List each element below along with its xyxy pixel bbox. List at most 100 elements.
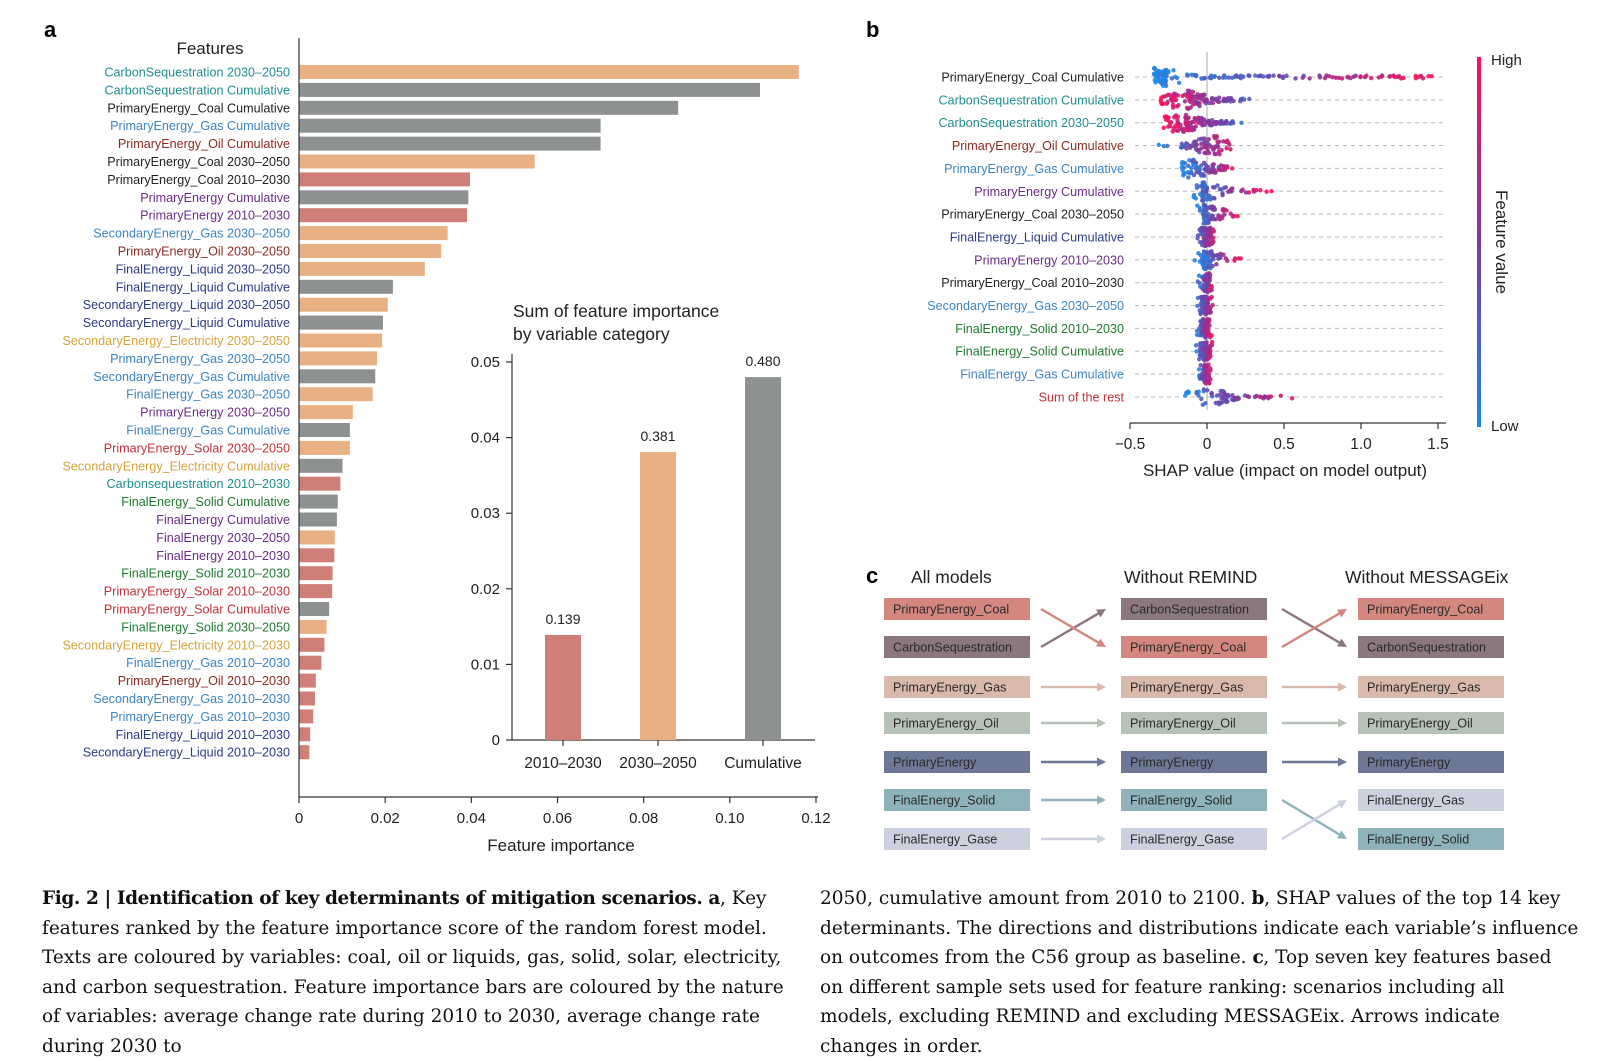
shap-point: [1193, 165, 1198, 171]
bar-label-2: PrimaryEnergy_Coal Cumulative: [107, 101, 290, 115]
shap-point: [1223, 256, 1229, 261]
b-feature-label-3: PrimaryEnergy_Oil Cumulative: [952, 139, 1124, 153]
shap-point: [1258, 73, 1263, 78]
shap-point: [1196, 147, 1201, 153]
shap-point: [1284, 73, 1289, 78]
shap-point: [1280, 75, 1286, 81]
shap-point: [1205, 298, 1211, 303]
shap-point: [1171, 68, 1176, 73]
shap-point: [1262, 394, 1268, 399]
shap-point: [1228, 211, 1233, 216]
b-feature-label-12: FinalEnergy_Solid Cumulative: [955, 345, 1124, 359]
shap-point: [1206, 319, 1211, 324]
inset-bar-0: [545, 634, 581, 740]
panel-b-letter: b: [866, 17, 879, 42]
bar-19: [299, 405, 353, 420]
shap-point: [1213, 144, 1218, 150]
shap-point: [1225, 392, 1231, 398]
caption-right-text1: 2050, cumulative amount from 2010 to 210…: [820, 888, 1252, 909]
shap-point: [1205, 140, 1210, 145]
b-points-4: [1179, 157, 1235, 180]
shap-point: [1238, 97, 1244, 102]
bar-label-23: Carbonsequestration 2010–2030: [107, 477, 290, 491]
caption-right-bold2: c: [1252, 947, 1264, 968]
shap-point: [1151, 71, 1157, 77]
shap-point: [1317, 73, 1322, 78]
shap-point: [1246, 190, 1252, 195]
bar-2: [299, 100, 679, 115]
shap-point: [1210, 100, 1215, 106]
c-box-0-4: [884, 751, 1030, 773]
shap-point: [1200, 119, 1205, 124]
shap-point: [1184, 390, 1189, 396]
shap-point: [1224, 208, 1229, 213]
c-arrow-2-row3-head: [1338, 718, 1347, 728]
b-points-14: [1183, 387, 1295, 407]
shap-point: [1239, 188, 1244, 194]
shap-point: [1333, 75, 1339, 80]
c-arrow-1-row3-head: [1097, 718, 1106, 728]
c-arrow-1-row4-head: [1097, 757, 1106, 767]
c-box-label-1-0: CarbonSequestration: [1130, 603, 1249, 617]
b-feature-label-2: CarbonSequestration 2030–2050: [938, 116, 1124, 130]
shap-point: [1211, 134, 1217, 139]
bar-24: [299, 494, 338, 509]
shap-point: [1229, 397, 1235, 402]
shap-point: [1200, 189, 1206, 195]
b-feature-label-0: PrimaryEnergy_Coal Cumulative: [941, 71, 1124, 85]
shap-point: [1207, 100, 1212, 106]
shap-point: [1210, 227, 1216, 232]
b-x-tick-label-3: 1.0: [1350, 436, 1372, 453]
shap-point: [1222, 391, 1227, 396]
shap-point: [1186, 128, 1192, 133]
b-points-2: [1161, 112, 1244, 134]
bar-label-0: CarbonSequestration 2030–2050: [104, 66, 290, 80]
b-x-tick-label-0: −0.5: [1115, 436, 1146, 453]
bar-32: [299, 637, 325, 652]
panel-c-letter: c: [866, 563, 878, 588]
bar-0: [299, 65, 799, 79]
c-box-label-2-1: CarbonSequestration: [1367, 641, 1486, 655]
shap-point: [1186, 115, 1191, 120]
shap-point: [1204, 250, 1210, 255]
caption-left-bold: Fig. 2 | Identification of key determina…: [42, 888, 720, 909]
c-box-2-2: [1358, 676, 1504, 698]
c-box-2-0: [1358, 598, 1504, 620]
bar-33: [299, 655, 322, 670]
shap-point: [1206, 355, 1212, 361]
bar-label-10: PrimaryEnergy_Oil 2030–2050: [118, 245, 290, 259]
c-box-0-5: [884, 789, 1030, 811]
colorbar-high: High: [1491, 52, 1522, 69]
bar-label-15: SecondaryEnergy_Electricity 2030–2050: [62, 334, 290, 348]
shap-point: [1196, 367, 1202, 372]
shap-point: [1179, 141, 1184, 146]
bar-30: [299, 602, 330, 616]
c-arrow-2-row4-head: [1338, 757, 1347, 767]
bar-3: [299, 118, 601, 133]
shap-point: [1199, 396, 1204, 402]
shap-point: [1197, 346, 1203, 352]
shap-point: [1206, 265, 1211, 270]
c-arrow-1-coal-head: [1095, 638, 1106, 647]
c-box-0-6: [884, 828, 1030, 850]
shap-point: [1200, 181, 1206, 186]
shap-point: [1191, 172, 1197, 178]
shap-point: [1206, 211, 1211, 217]
shap-point: [1209, 241, 1214, 247]
shap-point: [1216, 400, 1221, 405]
b-feature-label-14: Sum of the rest: [1039, 390, 1125, 404]
shap-point: [1215, 139, 1220, 145]
shap-point: [1217, 120, 1223, 125]
shap-point: [1161, 70, 1166, 76]
caption-right-bold1: b: [1251, 888, 1265, 909]
shap-point: [1204, 340, 1209, 345]
shap-point: [1201, 296, 1206, 301]
shap-point: [1188, 143, 1193, 149]
c-arrow-2-gas: [1281, 802, 1343, 841]
panel-a-x-axis: 0 0.02 0.04 0.06 0.08 0.10 0.12: [295, 38, 831, 827]
shap-point: [1184, 105, 1190, 111]
shap-point: [1164, 114, 1169, 119]
shap-point: [1276, 73, 1282, 79]
shap-point: [1182, 99, 1188, 104]
bar-10: [299, 244, 442, 258]
